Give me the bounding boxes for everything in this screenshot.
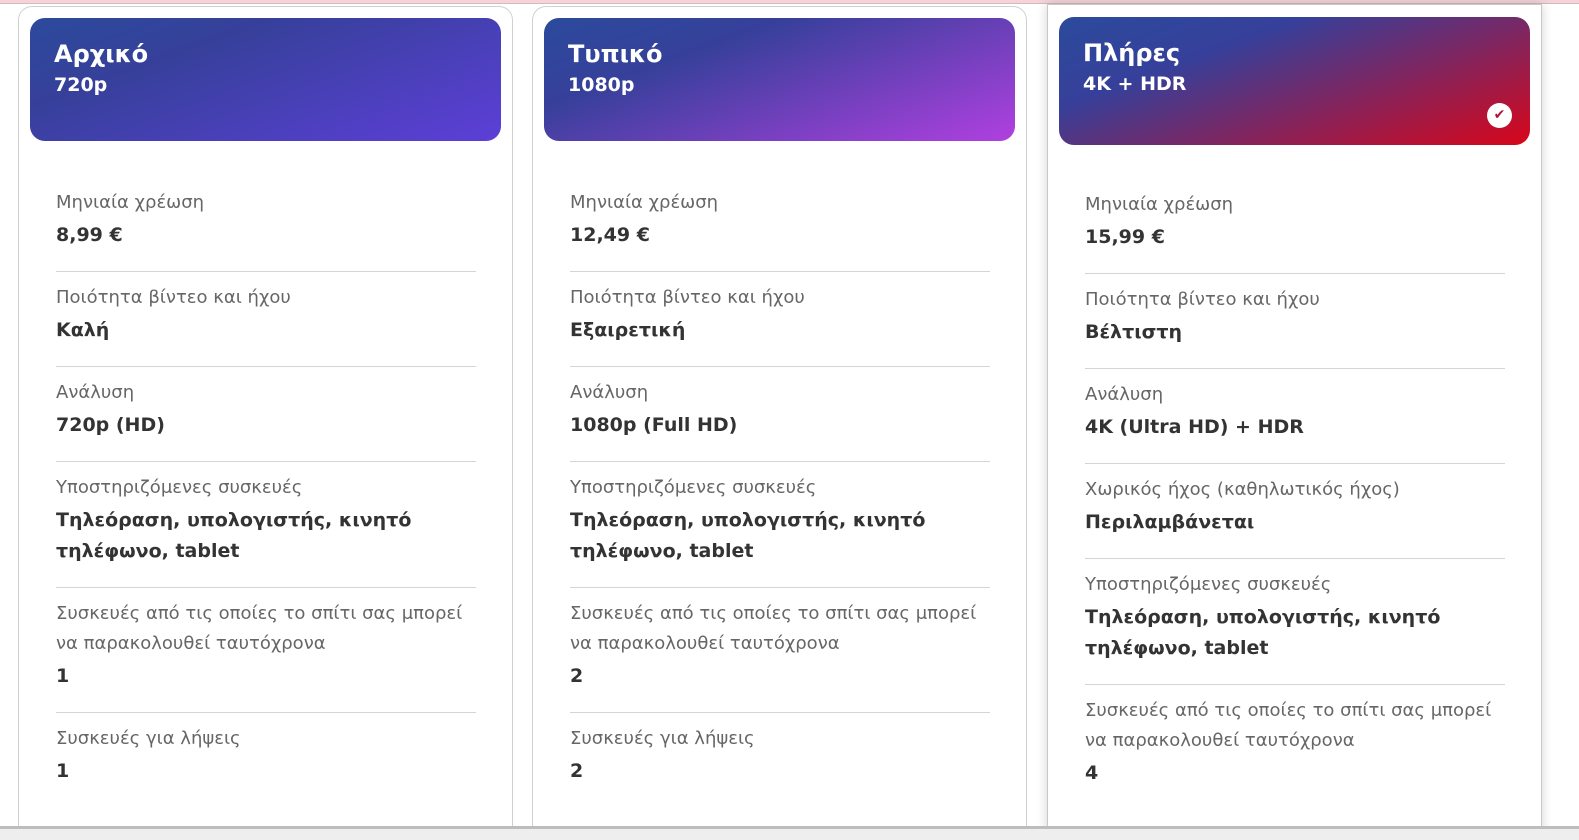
plan-feature-row: Υποστηριζόμενες συσκευές Τηλεόραση, υπολ… xyxy=(1085,559,1505,685)
plan-header[interactable]: Πλήρες 4K + HDR ✔ xyxy=(1059,17,1530,145)
feature-value: Τηλεόραση, υπολογιστής, κινητό τηλέφωνο,… xyxy=(1085,606,1441,659)
plan-feature-row: Υποστηριζόμενες συσκευές Τηλεόραση, υπολ… xyxy=(570,462,990,588)
feature-label: Συσκευές για λήψεις xyxy=(56,728,241,749)
plan-resolution: 1080p xyxy=(568,74,635,96)
feature-label: Συσκευές από τις οποίες το σπίτι σας μπο… xyxy=(570,603,977,654)
plan-feature-row: Μηνιαία χρέωση 12,49 € xyxy=(570,177,990,272)
plan-feature-row: Ποιότητα βίντεο και ήχου Βέλτιστη xyxy=(1085,274,1505,369)
feature-value: 8,99 € xyxy=(56,224,123,246)
plan-name: Τυπικό xyxy=(568,40,663,68)
plan-feature-row: Ανάλυση 720p (HD) xyxy=(56,367,476,462)
feature-label: Ανάλυση xyxy=(56,382,135,403)
plan-feature-row: Μηνιαία χρέωση 15,99 € xyxy=(1085,179,1505,274)
plan-card-2[interactable]: Τυπικό 1080p Μηνιαία χρέωση 12,49 € Ποιό… xyxy=(532,6,1027,836)
plan-resolution: 720p xyxy=(54,74,108,96)
feature-value: Τηλεόραση, υπολογιστής, κινητό τηλέφωνο,… xyxy=(56,509,412,562)
feature-label: Ποιότητα βίντεο και ήχου xyxy=(1085,289,1320,310)
feature-value: 1 xyxy=(56,760,70,782)
plan-feature-row: Υποστηριζόμενες συσκευές Τηλεόραση, υπολ… xyxy=(56,462,476,588)
plan-feature-row: Ανάλυση 1080p (Full HD) xyxy=(570,367,990,462)
feature-label: Συσκευές από τις οποίες το σπίτι σας μπο… xyxy=(56,603,463,654)
feature-value: 15,99 € xyxy=(1085,226,1165,248)
plan-feature-row: Συσκευές από τις οποίες το σπίτι σας μπο… xyxy=(1085,685,1505,809)
top-border xyxy=(0,0,1579,4)
feature-value: Βέλτιστη xyxy=(1085,321,1183,343)
plan-card-1[interactable]: Αρχικό 720p Μηνιαία χρέωση 8,99 € Ποιότη… xyxy=(18,6,513,836)
feature-label: Μηνιαία χρέωση xyxy=(570,192,719,213)
plan-feature-row: Ποιότητα βίντεο και ήχου Καλή xyxy=(56,272,476,367)
plan-feature-row: Συσκευές για λήψεις 1 xyxy=(56,713,476,807)
feature-label: Υποστηριζόμενες συσκευές xyxy=(56,477,303,498)
plan-feature-row: Μηνιαία χρέωση 8,99 € xyxy=(56,177,476,272)
feature-value: 4 xyxy=(1085,762,1099,784)
plan-feature-row: Χωρικός ήχος (καθηλωτικός ήχος) Περιλαμβ… xyxy=(1085,464,1505,559)
feature-label: Ποιότητα βίντεο και ήχου xyxy=(56,287,291,308)
feature-value: Καλή xyxy=(56,319,110,341)
selected-check-icon: ✔ xyxy=(1487,103,1512,128)
plan-feature-row: Συσκευές για λήψεις 2 xyxy=(570,713,990,807)
feature-value: 4K (Ultra HD) + HDR xyxy=(1085,416,1304,438)
plan-header[interactable]: Αρχικό 720p xyxy=(30,18,501,141)
plan-resolution: 4K + HDR xyxy=(1083,73,1187,95)
feature-label: Μηνιαία χρέωση xyxy=(56,192,205,213)
feature-value: Εξαιρετική xyxy=(570,319,686,341)
plan-details: Μηνιαία χρέωση 15,99 € Ποιότητα βίντεο κ… xyxy=(1085,179,1505,809)
plan-feature-row: Συσκευές από τις οποίες το σπίτι σας μπο… xyxy=(56,588,476,713)
feature-value: Περιλαμβάνεται xyxy=(1085,511,1255,533)
feature-value: 12,49 € xyxy=(570,224,650,246)
feature-value: Τηλεόραση, υπολογιστής, κινητό τηλέφωνο,… xyxy=(570,509,926,562)
feature-label: Υποστηριζόμενες συσκευές xyxy=(570,477,817,498)
feature-label: Συσκευές για λήψεις xyxy=(570,728,755,749)
feature-value: 2 xyxy=(570,665,584,687)
plan-header[interactable]: Τυπικό 1080p xyxy=(544,18,1015,141)
feature-value: 2 xyxy=(570,760,584,782)
plan-feature-row: Συσκευές από τις οποίες το σπίτι σας μπο… xyxy=(570,588,990,713)
feature-label: Μηνιαία χρέωση xyxy=(1085,194,1234,215)
plan-feature-row: Ποιότητα βίντεο και ήχου Εξαιρετική xyxy=(570,272,990,367)
feature-label: Ανάλυση xyxy=(1085,384,1164,405)
feature-value: 1080p (Full HD) xyxy=(570,414,738,436)
plan-details: Μηνιαία χρέωση 12,49 € Ποιότητα βίντεο κ… xyxy=(570,177,990,807)
feature-value: 1 xyxy=(56,665,70,687)
feature-label: Υποστηριζόμενες συσκευές xyxy=(1085,574,1332,595)
horizontal-scrollbar[interactable] xyxy=(0,826,1579,840)
feature-label: Συσκευές από τις οποίες το σπίτι σας μπο… xyxy=(1085,700,1492,751)
feature-label: Χωρικός ήχος (καθηλωτικός ήχος) xyxy=(1085,479,1400,500)
plan-details: Μηνιαία χρέωση 8,99 € Ποιότητα βίντεο κα… xyxy=(56,177,476,807)
feature-label: Ανάλυση xyxy=(570,382,649,403)
plan-feature-row: Ανάλυση 4K (Ultra HD) + HDR xyxy=(1085,369,1505,464)
plan-name: Πλήρες xyxy=(1083,39,1181,67)
feature-label: Ποιότητα βίντεο και ήχου xyxy=(570,287,805,308)
plan-card-3[interactable]: Πλήρες 4K + HDR ✔ Μηνιαία χρέωση 15,99 €… xyxy=(1047,4,1542,834)
plan-name: Αρχικό xyxy=(54,40,149,68)
feature-value: 720p (HD) xyxy=(56,414,165,436)
